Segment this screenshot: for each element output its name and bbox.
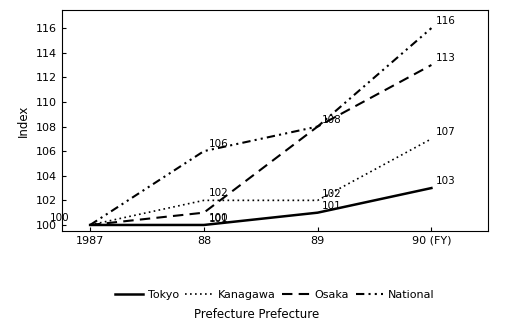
Tokyo bbox=[315, 211, 321, 214]
National bbox=[315, 125, 321, 128]
Tokyo bbox=[201, 223, 207, 227]
Text: 102: 102 bbox=[322, 188, 342, 198]
Text: 101: 101 bbox=[209, 214, 228, 224]
Kanagawa bbox=[201, 198, 207, 202]
Text: 107: 107 bbox=[436, 127, 456, 137]
Text: 116: 116 bbox=[436, 16, 456, 26]
Text: 108: 108 bbox=[322, 115, 342, 125]
National bbox=[428, 26, 434, 30]
Text: Prefecture Prefecture: Prefecture Prefecture bbox=[194, 308, 320, 321]
National bbox=[87, 223, 93, 227]
Legend: Tokyo, Kanagawa, Osaka, National: Tokyo, Kanagawa, Osaka, National bbox=[111, 285, 439, 304]
Text: 103: 103 bbox=[436, 176, 456, 186]
Line: Kanagawa: Kanagawa bbox=[90, 139, 431, 225]
Text: 100: 100 bbox=[50, 213, 69, 222]
Tokyo bbox=[87, 223, 93, 227]
Osaka bbox=[201, 211, 207, 214]
Line: Tokyo: Tokyo bbox=[90, 188, 431, 225]
Osaka bbox=[315, 125, 321, 128]
Tokyo bbox=[428, 186, 434, 190]
Text: 101: 101 bbox=[322, 201, 342, 211]
Osaka bbox=[87, 223, 93, 227]
Line: Osaka: Osaka bbox=[90, 65, 431, 225]
Osaka bbox=[428, 63, 434, 67]
Kanagawa bbox=[87, 223, 93, 227]
Line: National: National bbox=[90, 28, 431, 225]
Text: 102: 102 bbox=[209, 188, 228, 198]
National bbox=[201, 149, 207, 153]
Y-axis label: Index: Index bbox=[17, 104, 30, 136]
Kanagawa bbox=[428, 137, 434, 141]
Text: 106: 106 bbox=[209, 139, 228, 149]
Text: 113: 113 bbox=[436, 53, 456, 63]
Text: 100: 100 bbox=[209, 213, 228, 223]
Kanagawa bbox=[315, 198, 321, 202]
